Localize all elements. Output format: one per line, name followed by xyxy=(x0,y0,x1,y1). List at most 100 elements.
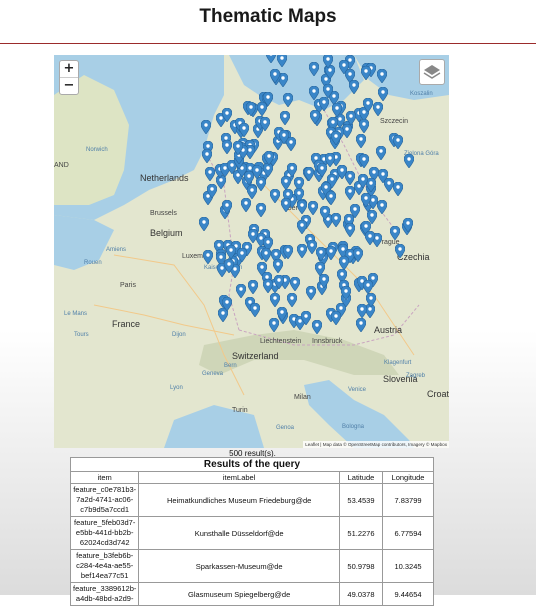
map-marker-icon[interactable] xyxy=(310,110,321,125)
map-marker-icon[interactable] xyxy=(256,101,267,116)
map-marker-icon[interactable] xyxy=(289,277,300,292)
map-marker-icon[interactable] xyxy=(255,177,266,192)
map-marker-icon[interactable] xyxy=(294,176,305,191)
map-marker-icon[interactable] xyxy=(345,111,356,126)
map-marker-icon[interactable] xyxy=(236,284,247,299)
map-marker-icon[interactable] xyxy=(326,191,337,206)
map-marker-icon[interactable] xyxy=(262,278,273,293)
map-marker-icon[interactable] xyxy=(216,251,227,266)
map-marker-icon[interactable] xyxy=(203,250,214,265)
map-marker-icon[interactable] xyxy=(259,116,270,131)
map-marker-icon[interactable] xyxy=(326,245,337,260)
map-marker-icon[interactable] xyxy=(320,206,331,221)
map-marker-icon[interactable] xyxy=(325,65,336,80)
map-marker-icon[interactable] xyxy=(323,55,334,69)
map-marker-icon[interactable] xyxy=(389,225,400,240)
map-marker-icon[interactable] xyxy=(278,129,289,144)
map-marker-icon[interactable] xyxy=(296,219,307,234)
map-marker-icon[interactable] xyxy=(366,209,377,224)
map-marker-icon[interactable] xyxy=(241,198,251,213)
map-marker-icon[interactable] xyxy=(365,230,376,245)
map-marker-icon[interactable] xyxy=(345,170,356,185)
map-marker-icon[interactable] xyxy=(306,239,317,254)
map-marker-icon[interactable] xyxy=(222,139,233,154)
map-marker-icon[interactable] xyxy=(394,244,405,259)
map-marker-icon[interactable] xyxy=(227,159,238,174)
map-marker-icon[interactable] xyxy=(269,292,280,307)
map-marker-icon[interactable] xyxy=(270,188,281,203)
map-marker-icon[interactable] xyxy=(256,261,267,276)
map-marker-icon[interactable] xyxy=(384,178,395,192)
map-attribution[interactable]: Leaflet | Map data © OpenStreetMap contr… xyxy=(303,441,449,448)
map-marker-icon[interactable] xyxy=(222,297,233,312)
map-marker-icon[interactable] xyxy=(308,86,319,101)
map-marker-icon[interactable] xyxy=(366,292,377,307)
map-marker-icon[interactable] xyxy=(360,193,371,208)
map-marker-icon[interactable] xyxy=(225,244,236,259)
map-marker-icon[interactable] xyxy=(303,167,314,182)
map-marker-icon[interactable] xyxy=(255,203,266,218)
map-marker-icon[interactable] xyxy=(280,110,291,125)
map-marker-icon[interactable] xyxy=(323,83,334,98)
map-marker-icon[interactable] xyxy=(201,148,212,163)
map-marker-icon[interactable] xyxy=(282,93,293,108)
map-marker-icon[interactable] xyxy=(316,247,327,262)
map-marker-icon[interactable] xyxy=(356,318,367,333)
map-marker-icon[interactable] xyxy=(247,279,258,294)
map-marker-icon[interactable] xyxy=(355,134,366,149)
map-marker-icon[interactable] xyxy=(252,164,263,179)
map-marker-icon[interactable] xyxy=(263,236,274,251)
map-marker-icon[interactable] xyxy=(377,86,388,101)
map-marker-icon[interactable] xyxy=(372,101,383,116)
map-marker-icon[interactable] xyxy=(338,256,349,271)
map-marker-icon[interactable] xyxy=(353,247,364,262)
map-marker-icon[interactable] xyxy=(341,285,352,300)
map-marker-icon[interactable] xyxy=(336,303,347,318)
map-marker-icon[interactable] xyxy=(260,248,271,263)
map-marker-icon[interactable] xyxy=(375,145,386,160)
map-marker-icon[interactable] xyxy=(204,167,215,182)
map-marker-icon[interactable] xyxy=(276,306,287,321)
map-marker-icon[interactable] xyxy=(281,198,292,213)
map-marker-icon[interactable] xyxy=(249,302,260,317)
map-marker-icon[interactable] xyxy=(262,162,273,177)
map-marker-icon[interactable] xyxy=(344,222,355,237)
map-marker-icon[interactable] xyxy=(265,55,276,64)
map-marker-icon[interactable] xyxy=(305,286,316,301)
map-marker-icon[interactable] xyxy=(244,170,255,185)
map-view[interactable]: Netherlands Belgium France Switzerland A… xyxy=(54,55,449,448)
layers-button[interactable] xyxy=(419,59,445,85)
map-marker-icon[interactable] xyxy=(329,91,340,106)
map-marker-icon[interactable] xyxy=(268,317,279,332)
map-marker-icon[interactable] xyxy=(362,98,373,113)
map-marker-icon[interactable] xyxy=(315,262,325,277)
map-marker-icon[interactable] xyxy=(276,55,287,67)
map-marker-icon[interactable] xyxy=(331,213,342,228)
map-marker-icon[interactable] xyxy=(316,162,327,177)
map-marker-icon[interactable] xyxy=(330,130,341,145)
map-marker-icon[interactable] xyxy=(218,308,228,323)
map-marker-icon[interactable] xyxy=(239,122,250,137)
map-marker-icon[interactable] xyxy=(350,203,361,218)
map-marker-icon[interactable] xyxy=(331,310,342,325)
map-marker-icon[interactable] xyxy=(377,68,388,83)
map-marker-icon[interactable] xyxy=(263,92,274,107)
map-marker-icon[interactable] xyxy=(318,97,329,112)
map-marker-icon[interactable] xyxy=(332,102,343,117)
map-marker-icon[interactable] xyxy=(199,216,210,231)
map-marker-icon[interactable] xyxy=(274,275,285,290)
map-marker-icon[interactable] xyxy=(344,68,355,83)
map-marker-icon[interactable] xyxy=(264,151,275,166)
map-marker-icon[interactable] xyxy=(232,140,243,155)
map-marker-icon[interactable] xyxy=(207,183,218,198)
map-marker-icon[interactable] xyxy=(296,243,307,258)
map-marker-icon[interactable] xyxy=(393,135,404,150)
map-marker-icon[interactable] xyxy=(363,279,374,294)
map-marker-icon[interactable] xyxy=(307,201,318,216)
map-marker-icon[interactable] xyxy=(311,319,322,334)
map-marker-icon[interactable] xyxy=(325,152,336,167)
map-marker-icon[interactable] xyxy=(337,165,348,180)
map-marker-icon[interactable] xyxy=(365,177,376,192)
map-marker-icon[interactable] xyxy=(358,118,369,133)
zoom-in-button[interactable]: + xyxy=(63,61,75,76)
